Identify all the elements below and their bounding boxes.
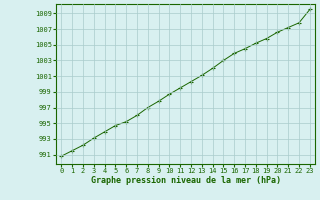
X-axis label: Graphe pression niveau de la mer (hPa): Graphe pression niveau de la mer (hPa) [91,176,281,185]
